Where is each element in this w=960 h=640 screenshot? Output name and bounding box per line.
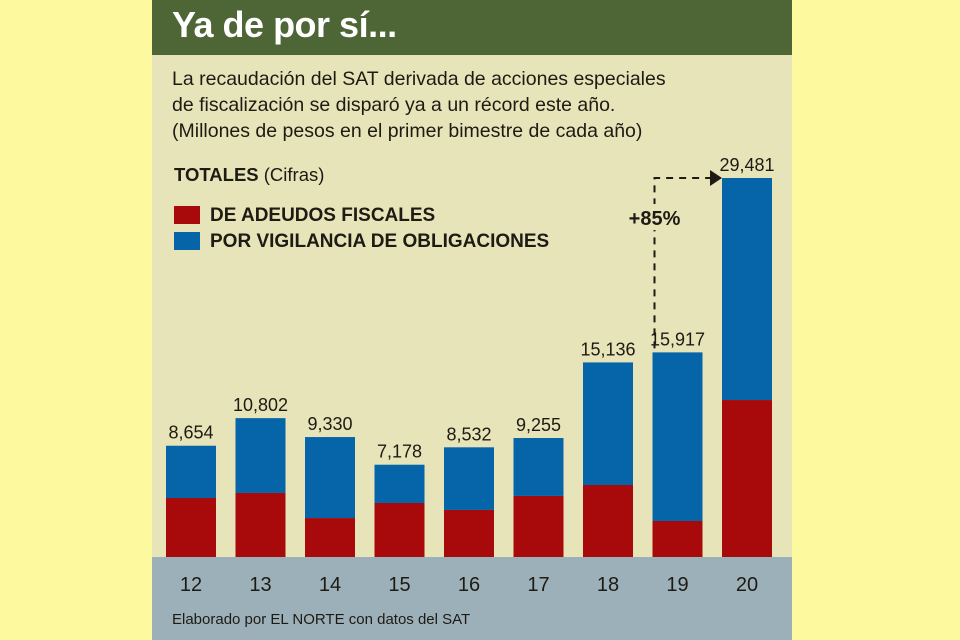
subtitle: La recaudación del SAT derivada de accio… — [172, 66, 772, 144]
bar-segment-adeudos — [235, 492, 286, 557]
x-tick-label: 12 — [180, 574, 202, 596]
legend-label: DE ADEUDOS FISCALES — [210, 205, 436, 226]
bar-segment-adeudos — [305, 518, 355, 557]
bar-segment-adeudos — [722, 400, 772, 557]
bar-segment-vigilancia — [235, 418, 286, 493]
x-tick-label: 13 — [249, 574, 271, 596]
bar-segment-vigilancia — [444, 447, 494, 510]
arrowhead-icon — [710, 170, 722, 186]
subtitle-line: de fiscalización se disparó ya a un réco… — [172, 94, 616, 116]
bar-total-label: 8,654 — [168, 423, 213, 443]
x-tick-label: 20 — [736, 574, 758, 596]
bar-segment-vigilancia — [513, 438, 564, 496]
chart-title: Ya de por sí... — [172, 4, 397, 45]
bar-total-label: 15,136 — [580, 339, 635, 359]
bar-segment-adeudos — [374, 503, 425, 557]
x-tick-label: 16 — [458, 574, 480, 596]
bar-total-label: 7,178 — [377, 442, 422, 462]
bar-segment-adeudos — [652, 521, 703, 557]
legend-swatch-adeudos — [174, 206, 200, 224]
legend-swatch-vigilancia — [174, 232, 200, 250]
bar-segment-vigilancia — [583, 362, 633, 486]
x-tick-label: 18 — [597, 574, 619, 596]
annotation-backdrop — [624, 204, 687, 230]
bar-total-label: 29,481 — [719, 155, 774, 175]
bar-segment-vigilancia — [652, 352, 703, 522]
subtitle-line: (Millones de pesos en el primer bimestre… — [172, 120, 643, 142]
x-tick-label: 19 — [666, 574, 688, 596]
bar-segment-vigilancia — [374, 464, 425, 504]
legend-item-vigilancia: POR VIGILANCIA DE OBLIGACIONES — [174, 231, 549, 253]
totals-label-bold: TOTALES — [174, 164, 259, 185]
legend-item-adeudos: DE ADEUDOS FISCALES — [174, 205, 435, 227]
bar-segment-adeudos — [166, 497, 216, 557]
x-tick-label: 14 — [319, 574, 341, 596]
title-bar: Ya de por sí... — [152, 0, 792, 55]
stacked-bar-chart: 8,654 12 10,802 13 9,330 14 7,178 15 8,532 16 9,25… — [166, 155, 775, 596]
legend-label: POR VIGILANCIA DE OBLIGACIONES — [210, 231, 550, 252]
bar-segment-adeudos — [513, 495, 564, 557]
subtitle-line: La recaudación del SAT derivada de accio… — [172, 68, 666, 90]
x-tick-label: 17 — [527, 574, 549, 596]
footer-band — [152, 557, 792, 640]
bar-total-label: 9,255 — [516, 415, 561, 435]
x-tick-label: 15 — [388, 574, 410, 596]
growth-annotation: +85% — [629, 208, 681, 230]
source-credit: Elaborado por EL NORTE con datos del SAT — [172, 611, 471, 628]
bar-segment-adeudos — [444, 509, 494, 557]
bar-segment-vigilancia — [166, 445, 216, 498]
totals-label: TOTALES (Cifras) — [174, 164, 324, 186]
bar-segment-adeudos — [583, 485, 633, 557]
bar-total-label: 15,917 — [650, 329, 705, 349]
bar-total-label: 10,802 — [233, 395, 288, 415]
bar-total-label: 8,532 — [446, 424, 491, 444]
totals-label-normal: (Cifras) — [258, 164, 325, 185]
bar-segment-vigilancia — [722, 178, 772, 401]
growth-arrow-line — [653, 177, 712, 349]
bar-segment-vigilancia — [305, 437, 355, 519]
infographic-panel: Ya de por sí... La recaudación del SAT d… — [152, 0, 792, 640]
bar-total-label: 9,330 — [307, 414, 352, 434]
